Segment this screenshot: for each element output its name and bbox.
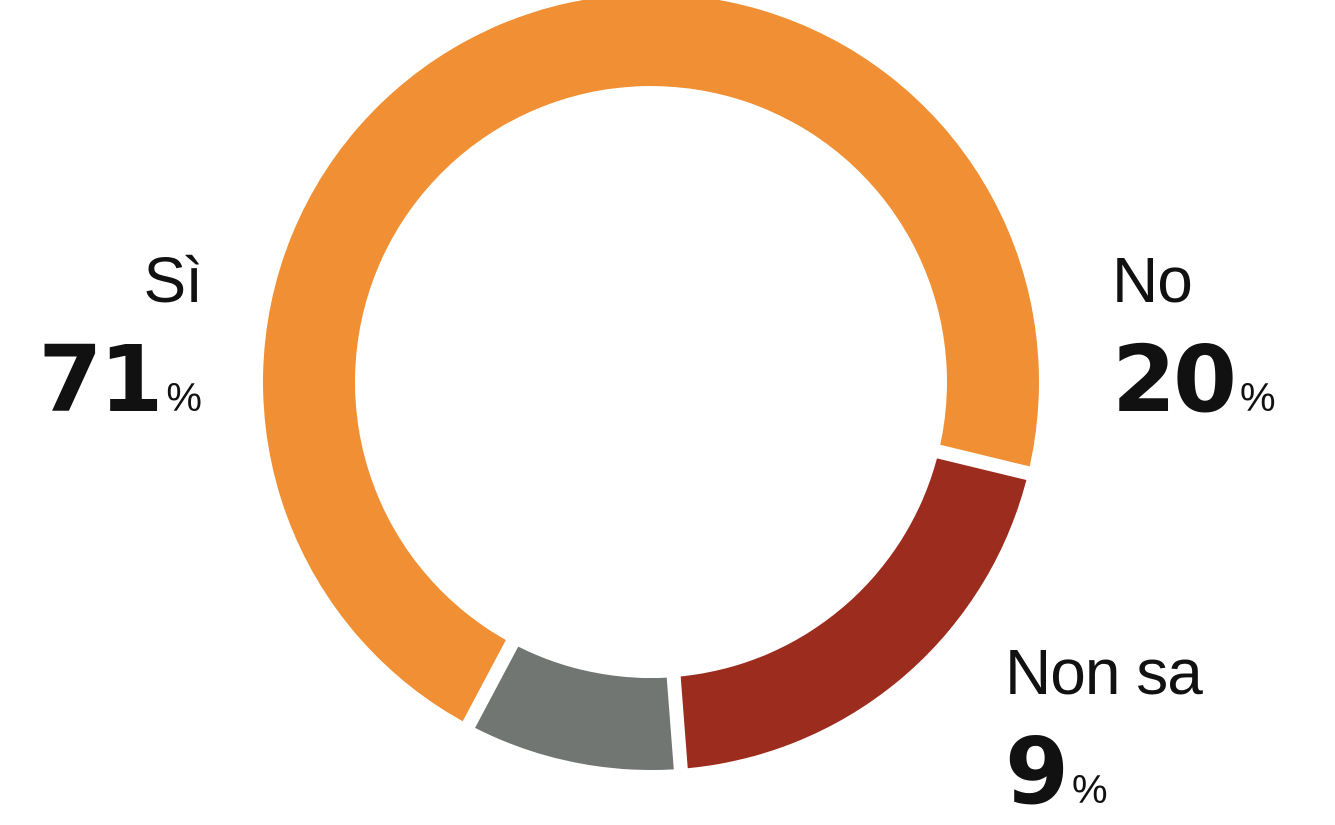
slice-value-non-sa: 9 bbox=[1005, 718, 1069, 825]
slice-non-sa bbox=[475, 646, 674, 770]
slice-name-no: No bbox=[1112, 244, 1193, 316]
slice-name-si: Sì bbox=[143, 244, 203, 316]
slice-unit-no: % bbox=[1240, 376, 1276, 420]
slice-value-row-no: 20% bbox=[1112, 334, 1276, 426]
slice-name-non-sa: Non sa bbox=[1005, 636, 1203, 708]
slice-label-si: Sì 71% bbox=[38, 244, 203, 426]
slice-label-non-sa: Non sa 9% bbox=[1005, 636, 1203, 818]
donut-chart bbox=[263, 0, 1039, 770]
slice-value-no: 20 bbox=[1112, 326, 1237, 433]
slice-value-si: 71 bbox=[38, 326, 163, 433]
slice-no bbox=[680, 458, 1027, 769]
slice-value-row-si: 71% bbox=[38, 334, 202, 426]
slice-label-no: No 20% bbox=[1112, 248, 1276, 426]
slice-unit-si: % bbox=[166, 376, 202, 420]
slice-unit-non-sa: % bbox=[1072, 768, 1108, 812]
slice-value-row-non-sa: 9% bbox=[1005, 726, 1202, 818]
